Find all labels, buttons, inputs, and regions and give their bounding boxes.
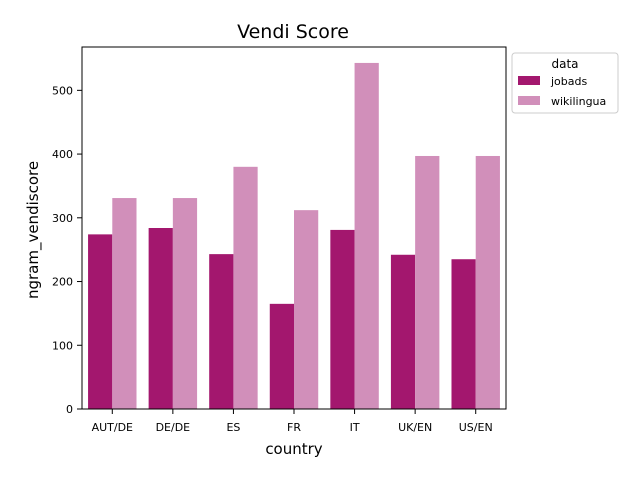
legend-label-wikilingua: wikilingua [551, 95, 606, 108]
x-tick-label: US/EN [459, 421, 493, 434]
y-tick-label: 300 [52, 212, 73, 225]
y-tick-label: 0 [66, 403, 73, 416]
legend-swatch-wikilingua [518, 96, 540, 105]
legend[interactable]: data jobads wikilingua [511, 52, 619, 114]
bar-wikilingua-fr [294, 210, 319, 409]
x-tick-label: UK/EN [398, 421, 432, 434]
bar-jobads-it [330, 229, 355, 409]
bar-jobads-fr [269, 303, 294, 409]
legend-label-jobads: jobads [550, 75, 587, 88]
bar-jobads-us-en [451, 259, 476, 409]
bar-jobads-es [209, 254, 234, 409]
legend-swatch-jobads [518, 76, 540, 85]
x-axis: AUT/DE DE/DE ES FR IT UK/EN US/EN [92, 409, 493, 434]
y-tick-label: 500 [52, 84, 73, 97]
bar-wikilingua-es [233, 166, 258, 409]
bar-wikilingua-it [354, 62, 379, 409]
bar-wikilingua-aut-de [112, 198, 137, 409]
bar-jobads-de-de [148, 228, 173, 409]
y-tick-label: 400 [52, 148, 73, 161]
legend-title: data [551, 57, 578, 71]
legend-items: jobads wikilingua [518, 75, 606, 108]
x-axis-label: country [265, 440, 322, 458]
bars-group [88, 62, 500, 409]
bar-jobads-uk-en [390, 254, 416, 409]
bar-wikilingua-us-en [475, 155, 500, 409]
y-tick-label: 100 [52, 339, 73, 352]
x-tick-label: ES [226, 421, 240, 434]
x-tick-label: IT [350, 421, 360, 434]
y-axis: 0 100 200 300 400 500 [52, 84, 82, 416]
y-axis-label: ngram_vendiscore [24, 161, 43, 299]
bar-jobads-aut-de [88, 234, 113, 409]
bar-wikilingua-de-de [172, 198, 198, 409]
chart-title: Vendi Score [237, 21, 349, 43]
x-tick-label: DE/DE [156, 421, 191, 434]
x-tick-label: FR [287, 421, 301, 434]
y-tick-label: 200 [52, 276, 73, 289]
x-tick-label: AUT/DE [92, 421, 133, 434]
bar-wikilingua-uk-en [415, 155, 440, 409]
